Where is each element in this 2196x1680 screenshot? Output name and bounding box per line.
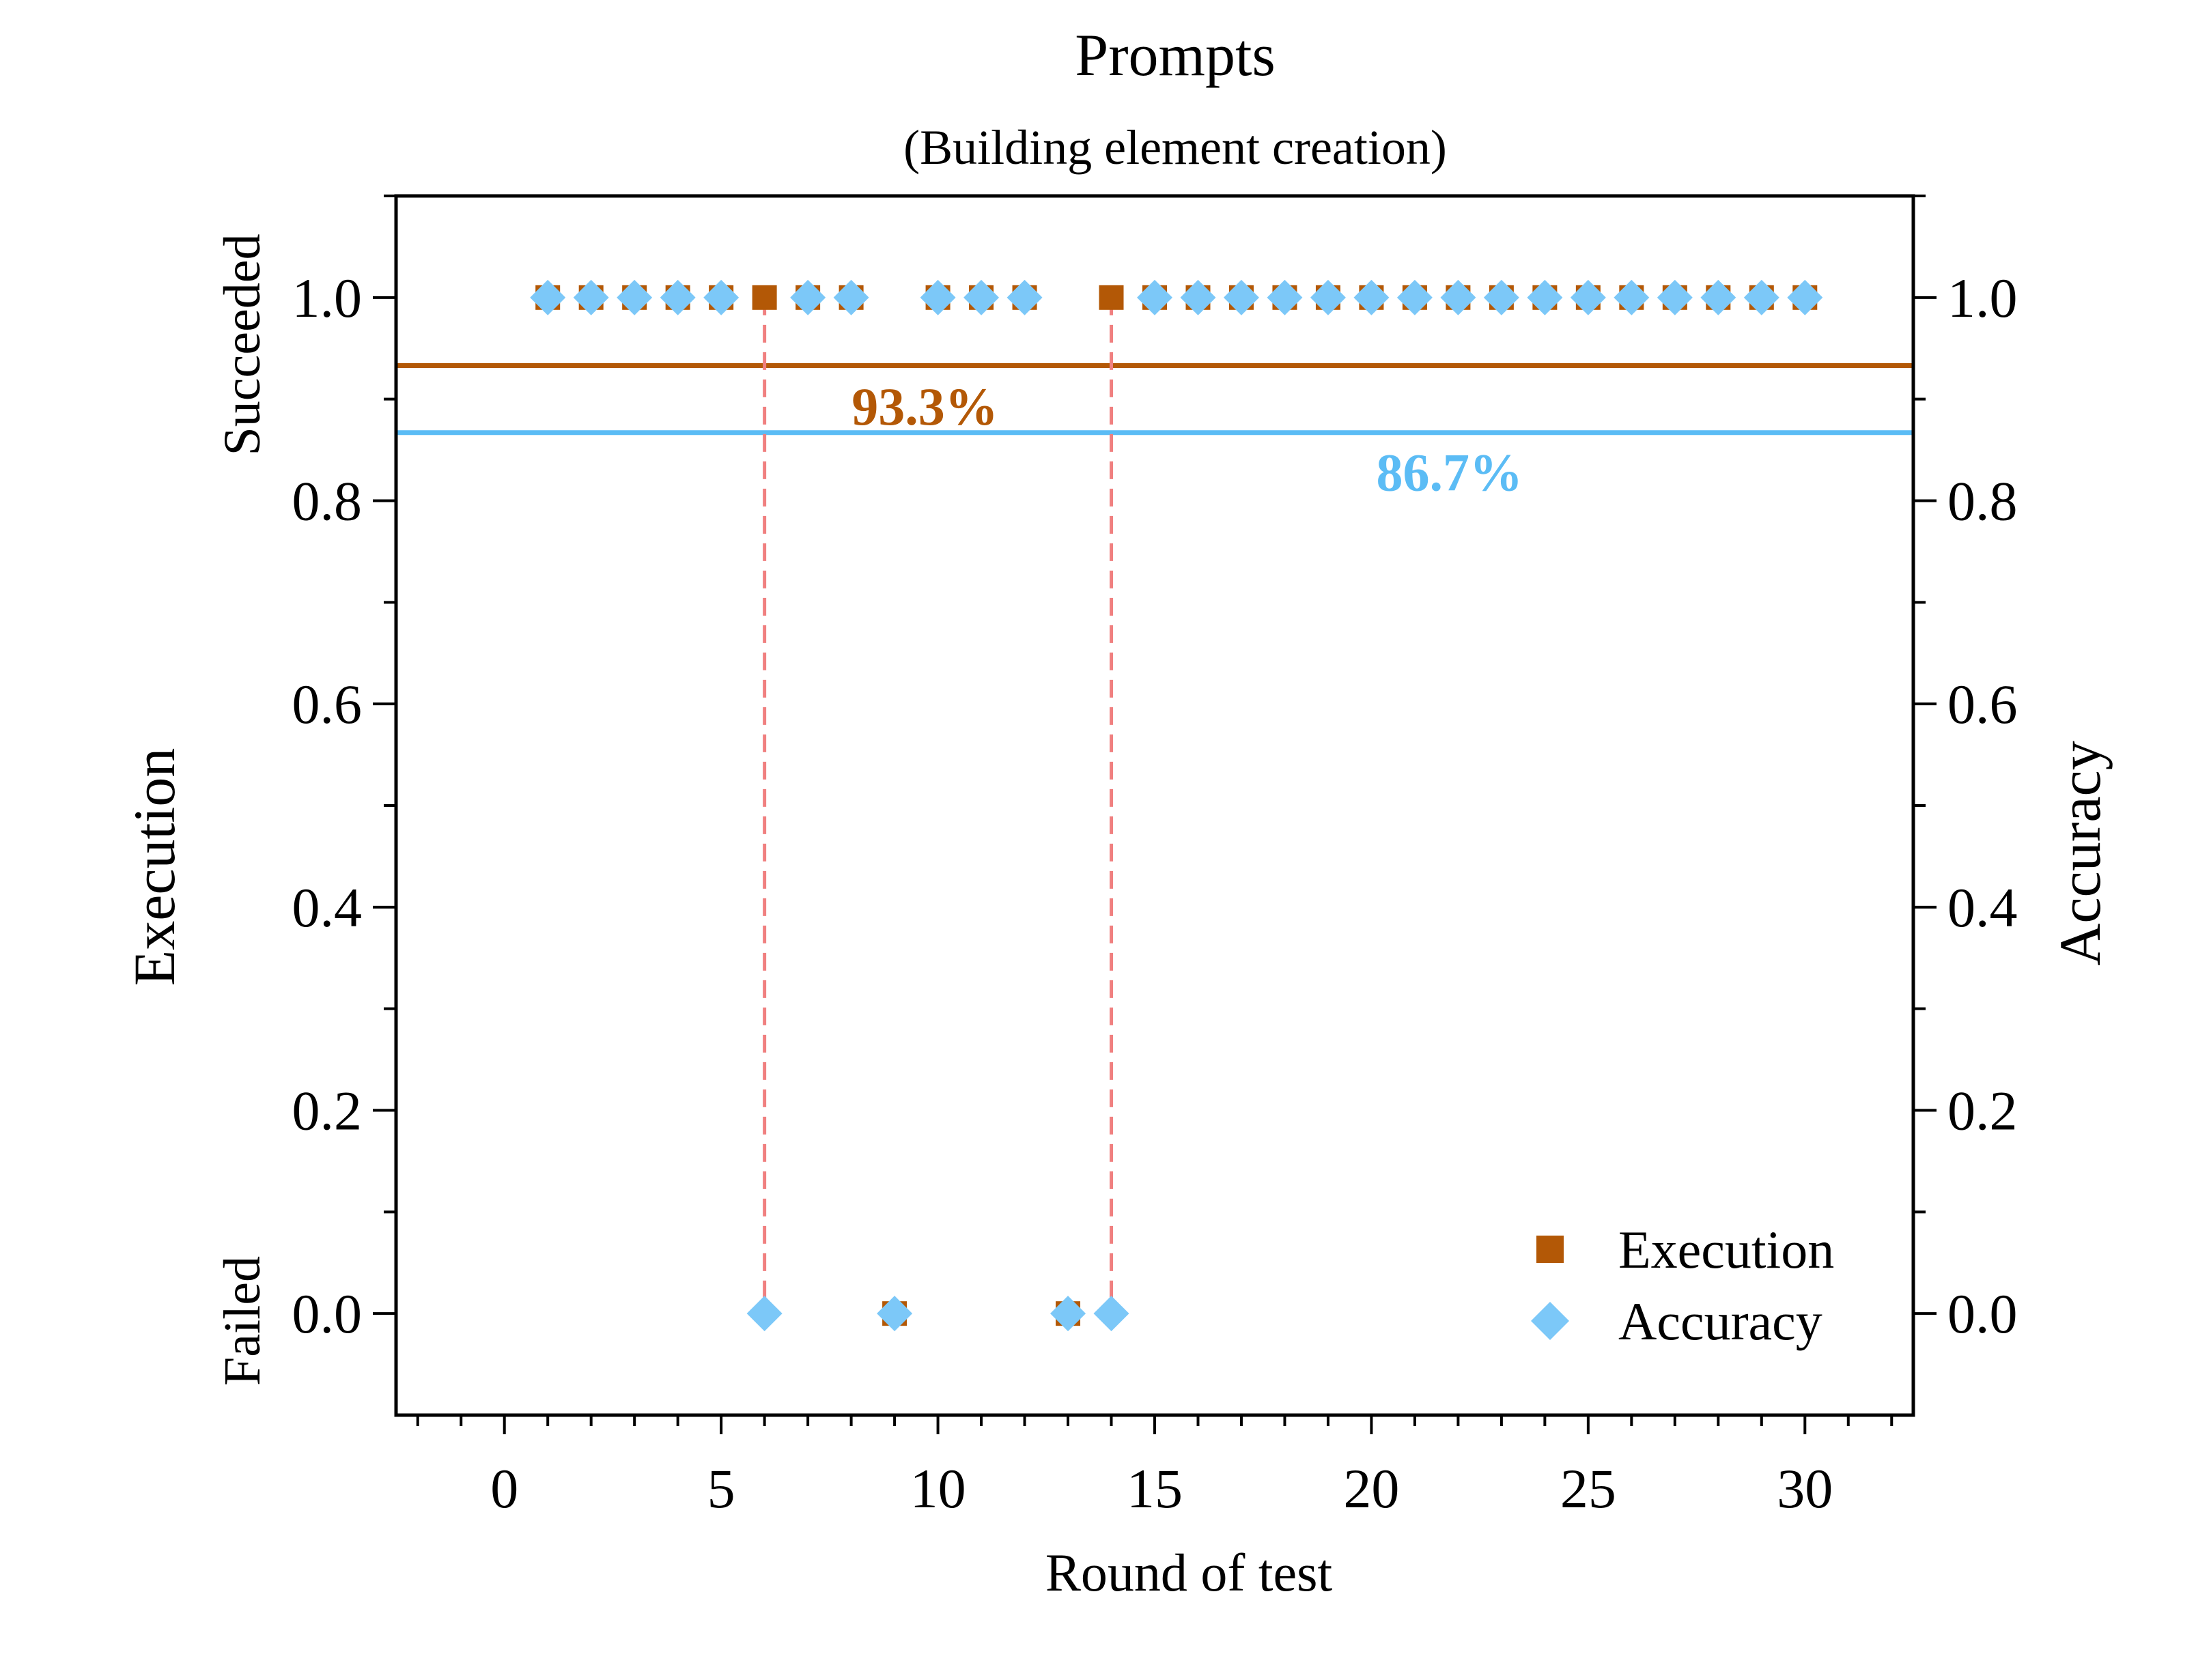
y-right-tick-label: 0.2 [1947,1080,2018,1142]
x-tick-label: 30 [1777,1457,1833,1520]
y-right-tick-label: 0.4 [1947,877,2018,939]
accuracy-point [920,279,956,315]
x-tick-label: 15 [1127,1457,1183,1520]
accuracy-point [877,1296,913,1332]
failure-dashed-lines [763,297,1114,1314]
accuracy-point [660,279,696,315]
legend-execution-label: Execution [1618,1220,1834,1279]
y-right-tick-label: 0.0 [1947,1283,2018,1345]
accuracy-point [1440,279,1476,315]
accuracy-point [573,279,609,315]
accuracy-point [1614,279,1650,315]
accuracy-point [1787,279,1823,315]
accuracy-point [1700,279,1736,315]
chart-title: Prompts [1075,23,1275,89]
accuracy-point [1006,279,1043,315]
accuracy-point [617,279,653,315]
y-axis-left-label: Execution [122,748,187,986]
execution-point [752,285,777,310]
accuracy-point [1093,1296,1129,1332]
reference-lines [396,363,1913,436]
accuracy-point [1050,1296,1086,1332]
y-right-tick-label: 1.0 [1947,267,2018,329]
reference-label-execution: 93.3% [851,377,998,436]
y-right-tick-label: 0.8 [1947,470,2018,532]
data-points [530,279,1823,1332]
accuracy-point [1483,279,1519,315]
x-tick-label: 25 [1560,1457,1616,1520]
axes: 0 5 10 15 20 25 30 0.0 0.0 0.2 0.2 0.4 0.4 0.6 0.6 0.8 0… [292,195,2018,1520]
accuracy-point [1310,279,1346,315]
y-left-tick-label: 0.0 [292,1283,363,1345]
y-left-tick-label: 0.8 [292,470,363,532]
x-tick-label: 5 [707,1457,735,1520]
reference-label-accuracy: 86.7% [1376,443,1523,502]
x-axis-label: Round of test [1045,1543,1333,1602]
accuracy-point [833,279,869,315]
accuracy-point [1657,279,1693,315]
execution-point [1099,285,1124,310]
y-left-tick-label: 0.2 [292,1080,363,1142]
accuracy-point [703,279,740,315]
reference-labels: 93.3% 86.7% [851,377,1523,502]
accuracy-point [1353,279,1390,315]
accuracy-point [1267,279,1303,315]
accuracy-point [1223,279,1259,315]
y-axis-right-label: Accuracy [2047,741,2113,965]
failed-label: Failed [214,1256,271,1386]
accuracy-point [530,279,566,315]
x-tick-label: 20 [1343,1457,1399,1520]
legend: Execution Accuracy [1531,1220,1834,1351]
x-tick-label: 10 [910,1457,966,1520]
accuracy-point [1396,279,1433,315]
y-left-tick-label: 1.0 [292,267,363,329]
legend-accuracy-marker [1531,1302,1569,1340]
accuracy-point [1743,279,1779,315]
y-left-tick-label: 0.6 [292,673,363,735]
accuracy-point [1570,279,1606,315]
legend-execution-marker [1536,1236,1564,1263]
accuracy-point [790,279,826,315]
accuracy-point [1527,279,1563,315]
accuracy-point [746,1296,783,1332]
legend-accuracy-label: Accuracy [1618,1292,1822,1351]
accuracy-point [1180,279,1216,315]
y-right-tick-label: 0.6 [1947,673,2018,735]
x-tick-label: 0 [490,1457,518,1520]
accuracy-point [1137,279,1172,315]
chart-subtitle: (Building element creation) [903,120,1447,175]
y-left-tick-label: 0.4 [292,877,363,939]
succeeded-label: Succeeded [214,234,271,456]
accuracy-point [963,279,1000,315]
